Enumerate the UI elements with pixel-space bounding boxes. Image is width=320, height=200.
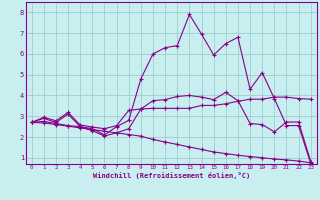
X-axis label: Windchill (Refroidissement éolien,°C): Windchill (Refroidissement éolien,°C): [92, 172, 250, 179]
